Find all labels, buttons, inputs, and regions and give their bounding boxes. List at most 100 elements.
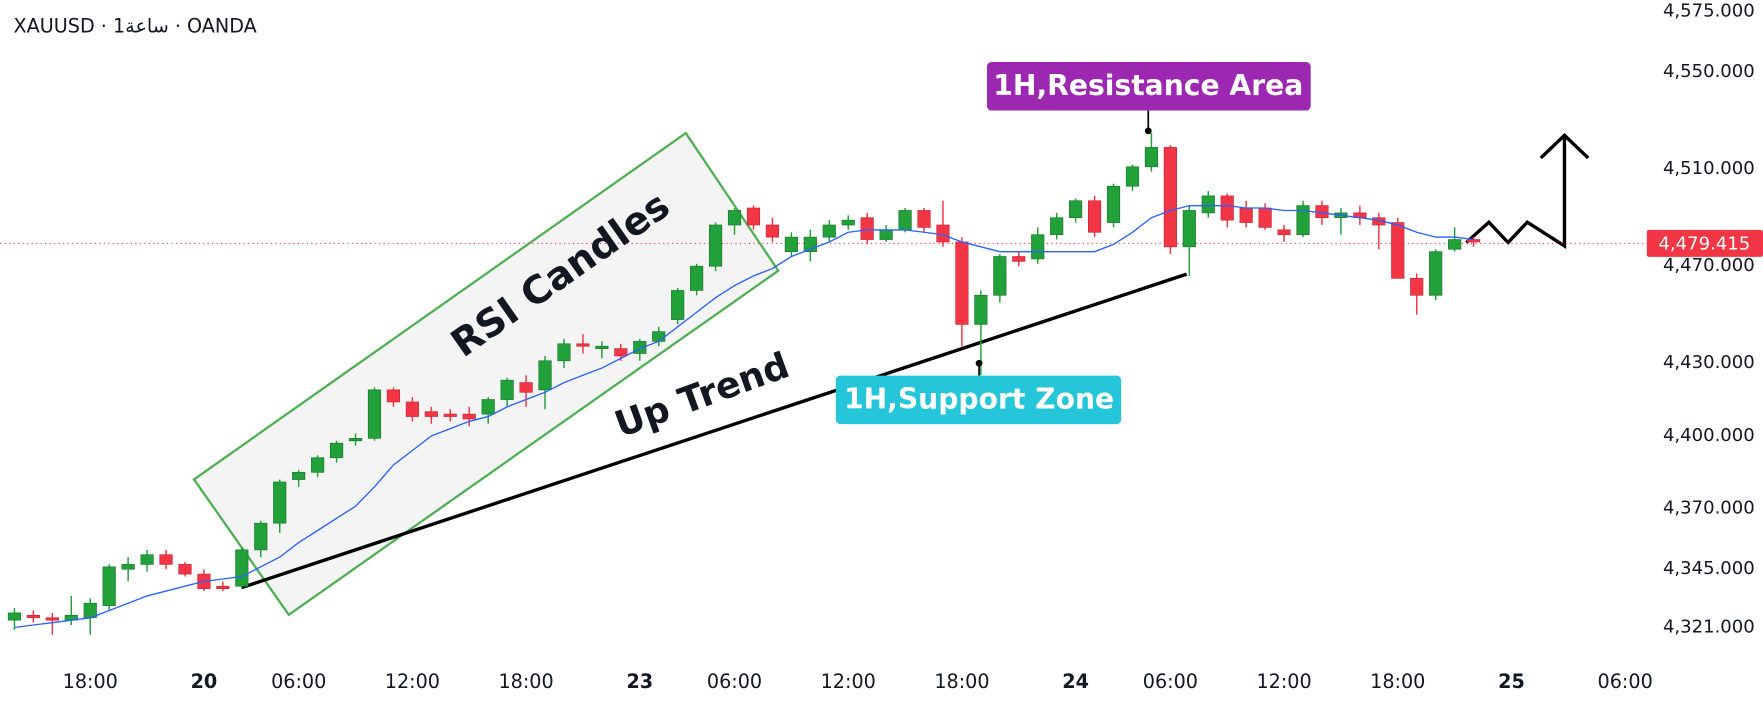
- candle-body: [1125, 166, 1140, 187]
- candle-body: [917, 210, 931, 228]
- y-tick-label: 4,400.000: [1663, 425, 1755, 446]
- candle-body: [500, 379, 514, 400]
- candle-body: [348, 438, 363, 442]
- last-price-tag: [1646, 229, 1763, 257]
- y-tick-label: 4,575.000: [1663, 1, 1755, 22]
- candle-body: [519, 382, 533, 393]
- y-tick-label: 4,345.000: [1663, 558, 1755, 579]
- candle-body: [1239, 207, 1253, 223]
- callout-dot: [1144, 127, 1152, 135]
- x-tick-label: 23: [626, 670, 653, 693]
- candle-body: [993, 256, 1007, 296]
- x-tick-label: 06:00: [707, 670, 762, 693]
- candle-body: [936, 224, 950, 243]
- x-tick-label: 18:00: [934, 670, 989, 693]
- candle-body: [671, 290, 685, 320]
- candle-body: [765, 224, 780, 238]
- candle-body: [1144, 147, 1159, 168]
- candle-body: [727, 210, 742, 226]
- last-price-label: 4,479.415: [1658, 234, 1750, 255]
- callout-dot: [975, 359, 983, 367]
- candle-body: [121, 564, 135, 570]
- candle-body: [1012, 256, 1026, 262]
- resistance-box: [986, 62, 1311, 111]
- candle-body: [974, 294, 988, 325]
- candle-body: [443, 413, 457, 417]
- candle-body: [652, 331, 666, 342]
- trend-line: [240, 272, 1188, 590]
- candle-body: [746, 207, 761, 226]
- candle-body: [235, 549, 249, 587]
- candle-body: [1466, 239, 1481, 243]
- x-tick-label: 18:00: [1370, 670, 1425, 693]
- candle-body: [1220, 195, 1234, 221]
- x-tick-label: 24: [1062, 670, 1089, 693]
- candle-body: [292, 471, 306, 480]
- candle-body: [576, 343, 590, 347]
- candle-body: [1296, 205, 1310, 236]
- annotation: 1H,Support Zone: [844, 382, 1114, 415]
- support-box: [835, 375, 1122, 425]
- y-tick-label: 4,510.000: [1663, 158, 1755, 179]
- candle-body: [329, 442, 344, 459]
- candle-body: [784, 236, 798, 253]
- annotation: 1H,Resistance Area: [993, 69, 1303, 102]
- y-tick-label: 4,550.000: [1663, 61, 1755, 82]
- candle-body: [254, 522, 268, 551]
- candle-body: [1201, 195, 1215, 214]
- candle-body: [311, 457, 325, 473]
- candle-body: [1050, 217, 1064, 236]
- x-tick-label: 06:00: [1598, 670, 1653, 693]
- candle-body: [595, 345, 609, 349]
- chart-title: XAUUSD · 1ساعة · OANDA: [14, 15, 257, 38]
- candle-body: [1031, 234, 1045, 260]
- x-tick-label: 20: [191, 670, 218, 693]
- y-tick-label: 4,370.000: [1663, 498, 1755, 519]
- projection-path: [1465, 135, 1567, 249]
- y-tick-label: 4,470.000: [1663, 255, 1755, 276]
- candle-body: [424, 411, 438, 417]
- candle-body: [1448, 239, 1462, 250]
- candle-body: [386, 389, 401, 403]
- candle-body: [841, 219, 855, 226]
- candle-body: [1410, 277, 1424, 296]
- candle-body: [102, 566, 116, 606]
- candle-body: [140, 554, 154, 565]
- y-tick-label: 4,321.000: [1663, 616, 1755, 637]
- x-tick-label: 12:00: [821, 670, 876, 693]
- candle-body: [1258, 207, 1272, 228]
- x-tick-label: 06:00: [271, 670, 326, 693]
- x-tick-label: 18:00: [498, 670, 553, 693]
- candle-body: [1277, 229, 1291, 236]
- candle-body: [708, 224, 723, 267]
- candle-body: [45, 617, 59, 621]
- candle-body: [216, 585, 230, 589]
- candle-body: [614, 348, 628, 357]
- candle-body: [690, 265, 704, 291]
- candle-body: [822, 224, 836, 238]
- candle-body: [538, 360, 552, 391]
- candle-body: [557, 343, 571, 362]
- candle-body: [1391, 222, 1405, 279]
- candle-body: [481, 399, 495, 415]
- candle-body: [1182, 210, 1196, 248]
- candle-body: [1087, 200, 1102, 233]
- candle-body: [860, 217, 874, 240]
- candle-body: [1429, 251, 1443, 296]
- projection-arrow: [1539, 133, 1590, 160]
- plot-area: [0, 11, 1654, 635]
- x-tick-label: 12:00: [385, 670, 440, 693]
- candle-body: [955, 241, 969, 325]
- candle-body: [26, 614, 40, 619]
- candle-body: [405, 401, 419, 417]
- candle-body: [273, 481, 287, 524]
- candle-body: [367, 389, 382, 439]
- candle-body: [159, 554, 173, 565]
- candle-body: [7, 612, 22, 621]
- candle-body: [1069, 200, 1083, 219]
- rsi-box: [192, 131, 780, 617]
- candle-body: [462, 413, 476, 420]
- x-tick-label: 18:00: [63, 670, 118, 693]
